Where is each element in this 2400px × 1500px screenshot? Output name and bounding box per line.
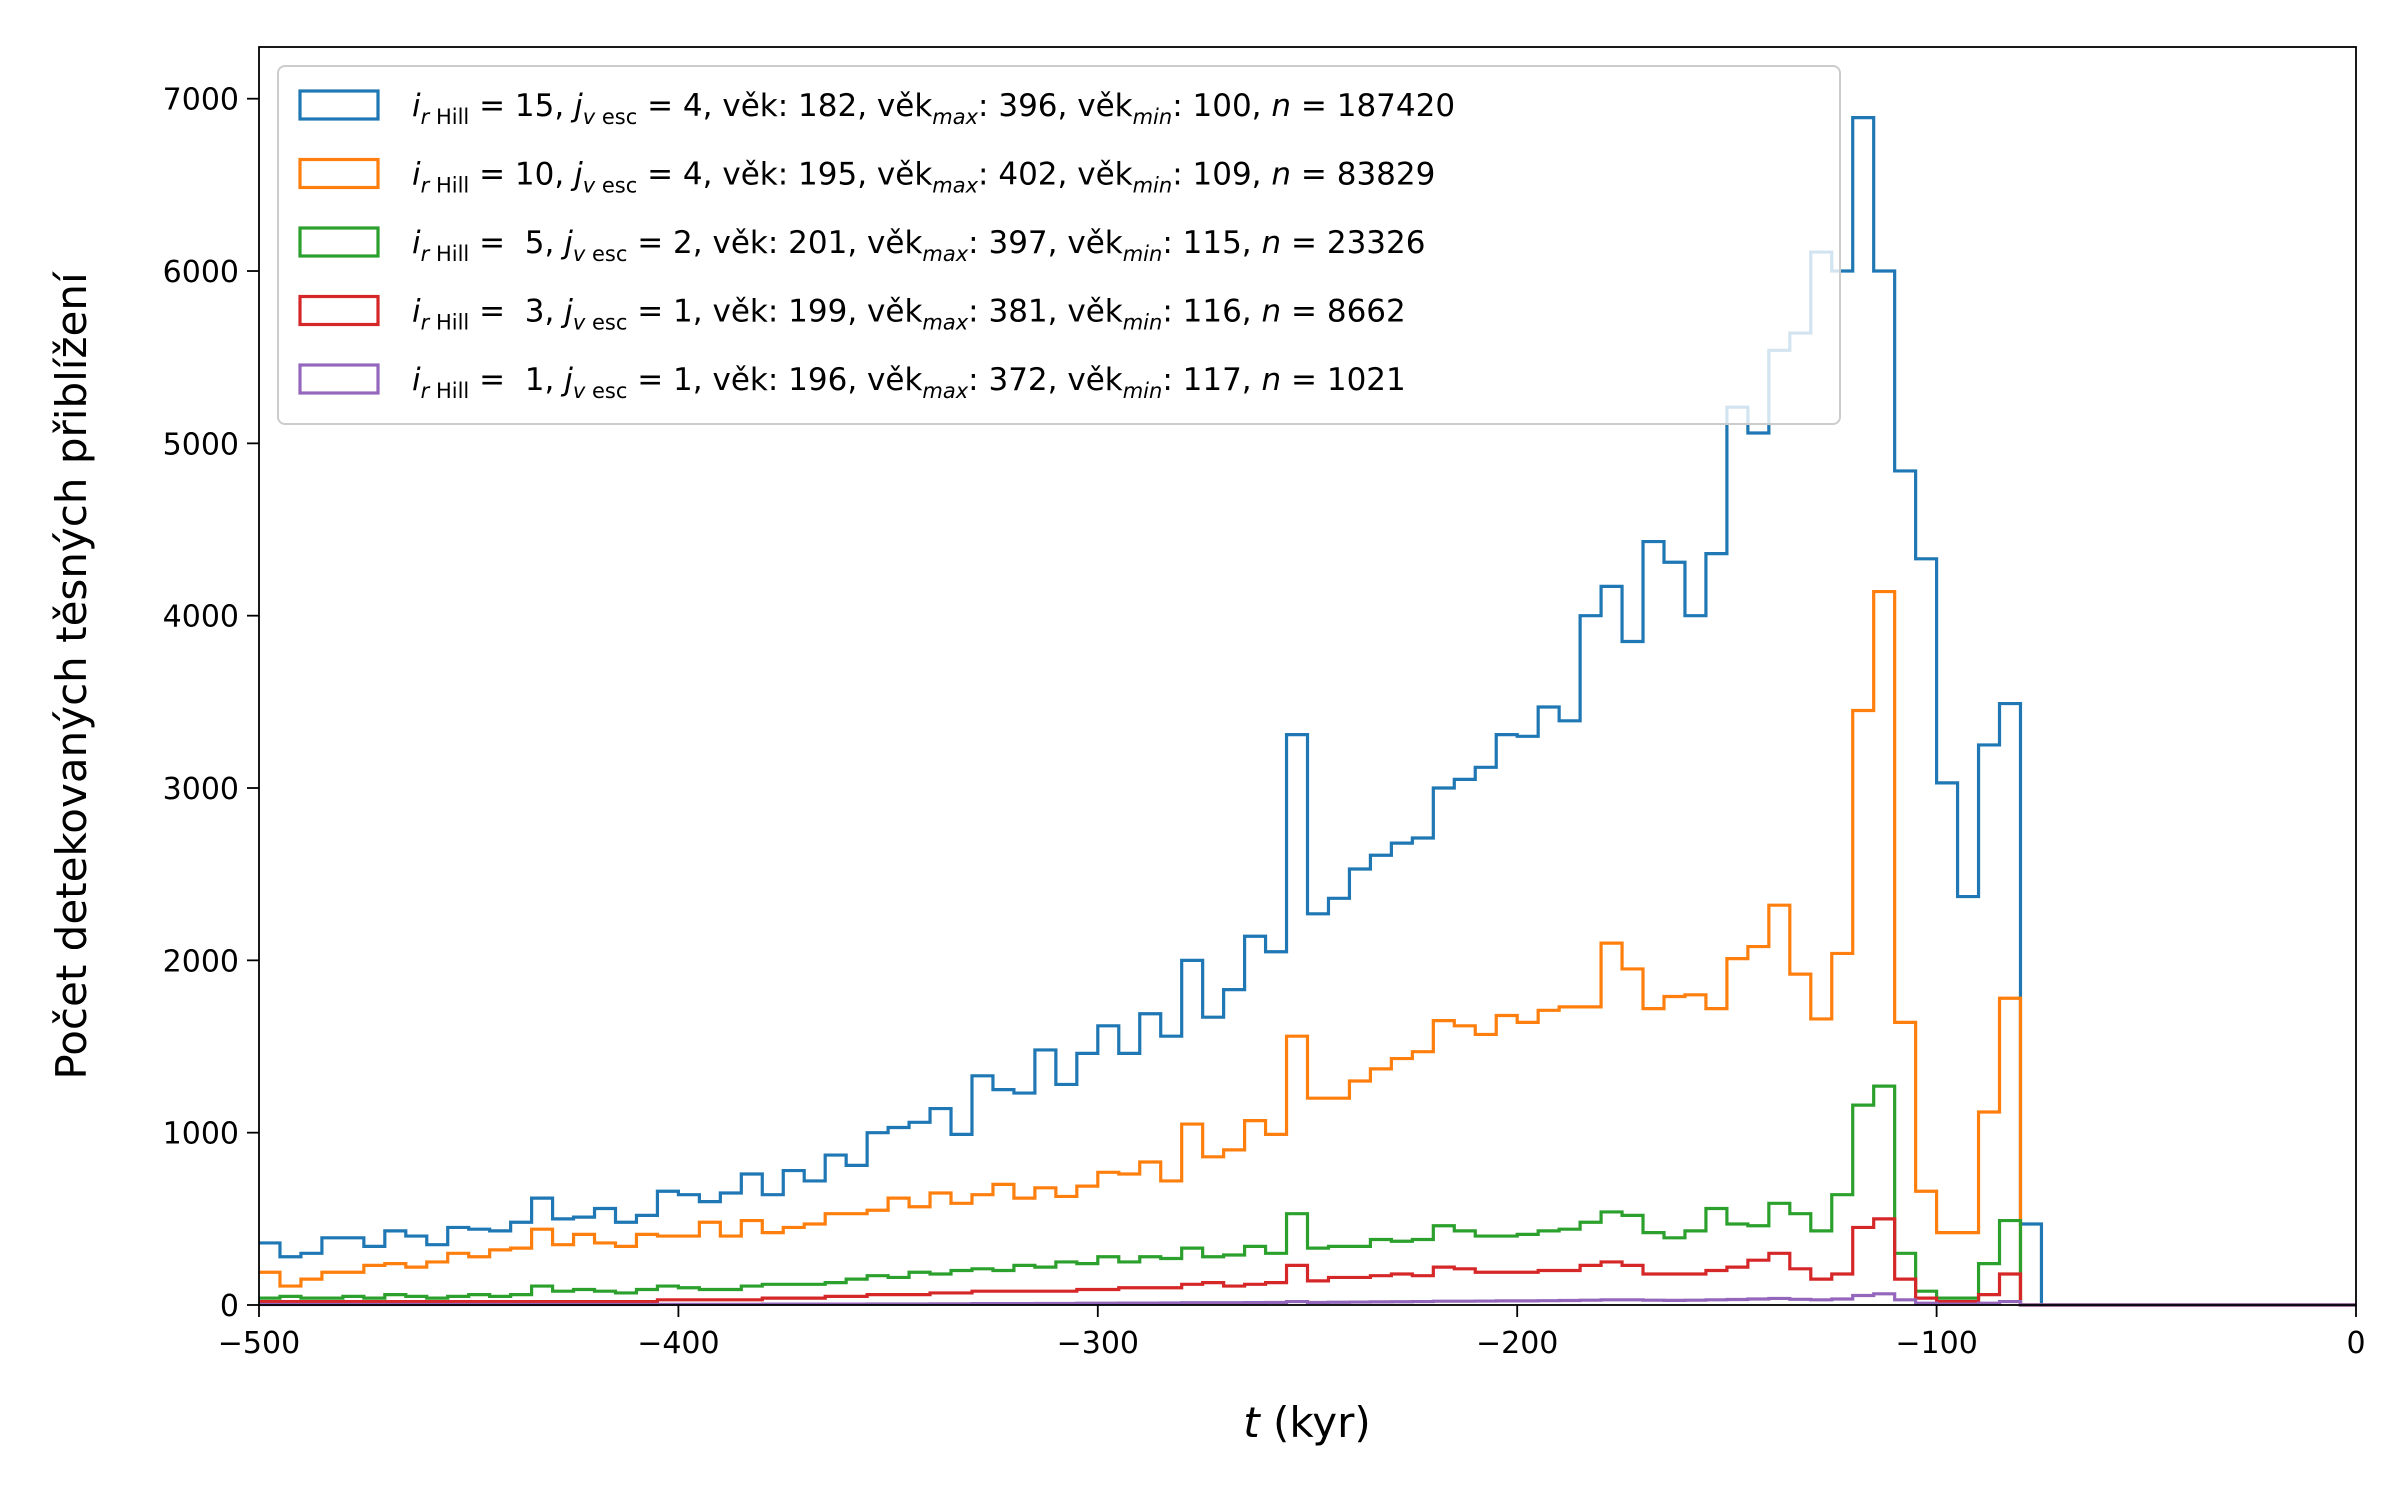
axes-frame (258, 46, 2357, 1306)
histogram-series-group (259, 116, 2356, 1307)
legend-frame (277, 65, 1841, 425)
x-axis-ticks: −500 −400 −300 −200 −100 0 (218, 1305, 2366, 1361)
x-axis-label: t (kyr) (1243, 1398, 1371, 1447)
legend-swatch-2 (298, 157, 380, 190)
histogram-series-2 (259, 589, 2356, 1307)
legend-label-5: ir Hill = 1, jv esc = 1, věk: 196, věkma… (412, 362, 1406, 403)
legend-swatch-1 (298, 89, 380, 121)
legend-label-2: ir Hill = 10, jv esc = 4, věk: 195, věkm… (412, 157, 1435, 198)
y-tick-label: 3000 (163, 772, 239, 807)
legend-swatch-3 (298, 226, 380, 258)
x-tick-label: −500 (218, 1326, 300, 1361)
legend-swatch-5 (298, 363, 380, 395)
histogram-series-3 (259, 1084, 2356, 1307)
y-tick-label: 0 (220, 1289, 239, 1324)
x-tick-label: −300 (1057, 1326, 1139, 1361)
x-tick-label: −200 (1476, 1326, 1558, 1361)
y-tick-label: 5000 (163, 427, 239, 462)
legend-entries: ir Hill = 15, jv esc = 4, věk: 182, věkm… (298, 88, 1455, 403)
y-tick-label: 1000 (163, 1117, 239, 1152)
x-tick-label: −400 (637, 1326, 719, 1361)
legend-label-4: ir Hill = 3, jv esc = 1, věk: 199, věkma… (412, 294, 1406, 335)
x-tick-label: 0 (2346, 1326, 2365, 1361)
y-tick-label: 2000 (163, 944, 239, 979)
legend-label-3: ir Hill = 5, jv esc = 2, věk: 201, věkma… (412, 225, 1425, 266)
x-axis-label-variable: t (1243, 1398, 1261, 1447)
histogram-series-4 (259, 1217, 2356, 1307)
plot-area (258, 46, 2357, 1307)
y-tick-label: 4000 (163, 600, 239, 635)
y-axis-ticks: 0 1000 2000 3000 4000 5000 6000 7000 (163, 83, 259, 1324)
y-axis-label: Počet detekovaných těsných přiblížení (47, 271, 96, 1080)
y-tick-label: 6000 (163, 255, 239, 290)
x-tick-label: −100 (1895, 1326, 1977, 1361)
legend-label-1: ir Hill = 15, jv esc = 4, věk: 182, věkm… (412, 88, 1455, 129)
histogram-series-1 (259, 116, 2356, 1307)
legend: ir Hill = 15, jv esc = 4, věk: 182, věkm… (277, 65, 1841, 425)
x-axis-label-unit: (kyr) (1260, 1398, 1371, 1447)
legend-swatch-4 (298, 294, 380, 327)
y-tick-label: 7000 (163, 83, 239, 118)
